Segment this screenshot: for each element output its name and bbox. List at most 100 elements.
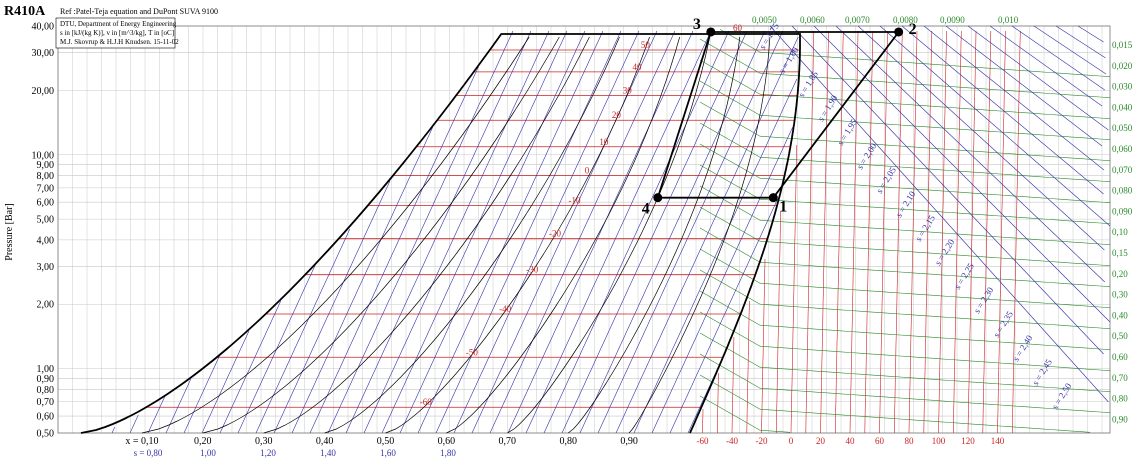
x-entropy-tick: s = 0,80	[134, 448, 163, 458]
cycle-point-label: 2	[909, 21, 917, 38]
isentrope-superheat	[989, 25, 1103, 107]
isochore-line	[699, 185, 1111, 245]
isochore-line	[699, 332, 1111, 392]
isochore-line	[699, 80, 1111, 140]
x-entropy-tick: 1,60	[380, 448, 396, 458]
superheat-isotherm	[864, 30, 874, 434]
isentrope-line	[291, 126, 434, 434]
volume-label-right: 0,30	[1112, 290, 1128, 300]
volume-label-right: 0,80	[1112, 394, 1128, 404]
volume-label-right: 0,90	[1112, 414, 1128, 424]
isentrope-superheat	[879, 25, 1111, 227]
superheat-isotherm	[938, 30, 947, 434]
y-tick-label: 6,00	[37, 198, 55, 209]
volume-label-right: 0,040	[1112, 102, 1133, 112]
x-temperature-tick: -40	[726, 436, 738, 446]
isentrope-line	[129, 414, 139, 434]
x-quality-tick: 0,60	[438, 436, 456, 447]
isentrope-superheat	[967, 25, 1109, 131]
volume-label-top: 0,0090	[940, 15, 965, 25]
superheat-isotherm	[997, 30, 1006, 434]
isochore-line	[699, 227, 1111, 287]
superheat-isotherm	[717, 372, 719, 434]
quality-line	[567, 36, 741, 434]
isochore-line	[699, 395, 791, 433]
x-temperature-tick: -20	[756, 436, 768, 446]
superheat-isotherm	[908, 30, 918, 434]
isotherm-label: 0	[585, 165, 590, 175]
x-quality-tick: 0,30	[255, 436, 273, 447]
volume-label-right: 0,10	[1112, 227, 1128, 237]
y-tick-label: 0,90	[37, 374, 55, 385]
isochore-line	[699, 374, 1091, 433]
superheat-isotherm	[776, 210, 781, 434]
isotherm-label: 10	[599, 137, 609, 147]
isentrope-superheat	[791, 25, 1104, 355]
y-tick-label: 0,70	[37, 397, 55, 408]
isentrope-line	[453, 30, 640, 434]
quality-line	[202, 36, 560, 434]
isochore-line	[699, 269, 1111, 329]
info-line-2: s in [kJ/(kg K)], v in [m^3/kg], T in [o…	[60, 29, 174, 37]
isotherm-label: -50	[466, 347, 478, 357]
quality-line	[141, 36, 530, 434]
saturation-dome	[80, 33, 801, 434]
isentrope-line	[147, 396, 165, 434]
quality-line	[324, 36, 620, 434]
volume-label-right: 0,090	[1112, 206, 1133, 216]
x-entropy-tick: 1,40	[320, 448, 336, 458]
isotherm-label: -40	[499, 304, 511, 314]
superheat-isotherm	[967, 30, 977, 434]
isentrope-line	[651, 126, 794, 434]
property-lines	[111, 25, 1111, 434]
superheat-isotherm	[746, 300, 750, 434]
isochore-line	[699, 122, 1111, 182]
volume-label-top: 0,0080	[893, 15, 918, 25]
isentrope-superheat	[901, 25, 1104, 195]
x-quality-tick: 0,70	[499, 436, 517, 447]
isotherm-label: 30	[623, 86, 633, 96]
isentrope-line	[255, 228, 351, 434]
isentrope-line	[489, 30, 676, 434]
isentrope-line	[381, 30, 568, 434]
superheat-isotherm	[702, 408, 704, 434]
x-temperature-tick: 0	[789, 436, 794, 446]
x-temperature-tick: 100	[932, 436, 946, 446]
superheat-isotherm	[982, 30, 992, 434]
plot-frame	[57, 25, 1111, 434]
isentrope-superheat	[923, 25, 1105, 171]
x-quality-tick: x = 0,10	[125, 436, 158, 447]
isentrope-line	[273, 180, 391, 434]
quality-line	[385, 36, 650, 434]
x-quality-tick: 0,50	[377, 436, 395, 447]
x-temperature-tick: 40	[846, 436, 856, 446]
volume-label-right: 0,015	[1112, 40, 1133, 50]
volume-label-top: 0,0050	[752, 15, 777, 25]
volume-label-right: 0,070	[1112, 165, 1133, 175]
x-quality-tick: 0,80	[559, 436, 577, 447]
x-temperature-tick: 80	[905, 436, 915, 446]
isotherm-label: 40	[632, 62, 642, 72]
isentrope-superheat	[813, 25, 1111, 323]
x-temperature-tick: 20	[816, 436, 826, 446]
isentrope-superheat	[857, 25, 1105, 251]
volume-label-top: 0,010	[998, 15, 1019, 25]
volume-label-right: 0,40	[1112, 310, 1128, 320]
isentrope-superheat	[1033, 25, 1107, 75]
isentrope-line	[111, 426, 116, 434]
y-tick-label: 30,00	[32, 48, 55, 59]
volume-label-right: 0,020	[1112, 61, 1133, 71]
isentrope-line	[633, 78, 798, 434]
volume-label-top: 0,0070	[845, 15, 870, 25]
isochore-line	[719, 29, 1111, 77]
x-temperature-tick: -60	[697, 436, 709, 446]
isentrope-line	[399, 30, 586, 434]
isentrope-line	[597, 30, 784, 434]
y-tick-label: 5,00	[37, 215, 55, 226]
chart-title: R410A	[4, 4, 46, 19]
y-tick-label: 1,00	[37, 364, 55, 375]
superheat-isotherm	[731, 336, 735, 434]
y-tick-label: 3,00	[37, 262, 55, 273]
isentrope-line	[525, 30, 712, 434]
isochore-line	[699, 290, 1111, 350]
